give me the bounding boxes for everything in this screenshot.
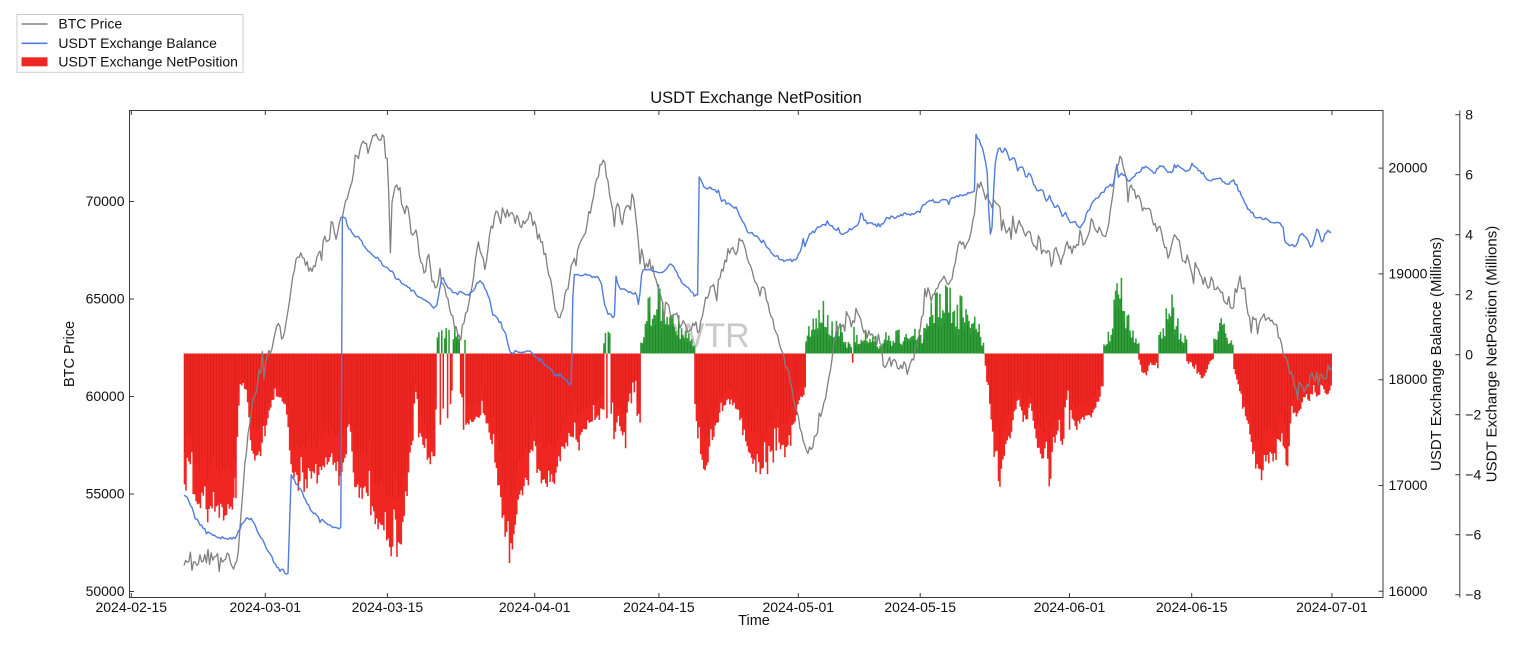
svg-text:2024-06-15: 2024-06-15 (1156, 599, 1228, 615)
svg-text:65000: 65000 (86, 291, 125, 307)
svg-text:8: 8 (1465, 106, 1473, 122)
svg-text:2024-04-15: 2024-04-15 (623, 599, 695, 615)
svg-text:BTC Price: BTC Price (62, 321, 78, 387)
svg-text:6: 6 (1465, 166, 1473, 182)
svg-text:17000: 17000 (1389, 477, 1428, 493)
svg-text:2024-02-15: 2024-02-15 (95, 599, 167, 615)
svg-text:Time: Time (738, 613, 770, 629)
svg-text:USDT Exchange NetPosition: USDT Exchange NetPosition (650, 89, 862, 107)
svg-text:USDT Exchange NetPosition: USDT Exchange NetPosition (58, 54, 238, 70)
svg-text:BTC Price: BTC Price (58, 16, 122, 32)
svg-text:2024-03-01: 2024-03-01 (229, 599, 301, 615)
svg-text:−2: −2 (1465, 406, 1481, 422)
svg-text:−8: −8 (1465, 586, 1481, 602)
svg-text:−4: −4 (1465, 466, 1481, 482)
svg-text:0: 0 (1465, 346, 1473, 362)
svg-text:−6: −6 (1465, 526, 1481, 542)
svg-text:2024-06-01: 2024-06-01 (1034, 599, 1106, 615)
svg-text:USDT Exchange NetPosition (Mil: USDT Exchange NetPosition (Millions) (1484, 226, 1501, 483)
svg-text:16000: 16000 (1389, 583, 1428, 599)
svg-text:19000: 19000 (1389, 265, 1428, 281)
svg-text:50000: 50000 (86, 583, 125, 599)
svg-text:18000: 18000 (1389, 371, 1428, 387)
svg-text:2024-03-15: 2024-03-15 (352, 599, 424, 615)
svg-text:2024-04-01: 2024-04-01 (499, 599, 571, 615)
svg-text:USDT Exchange Balance (Million: USDT Exchange Balance (Millions) (1428, 237, 1445, 471)
svg-text:4: 4 (1465, 226, 1473, 242)
svg-text:20000: 20000 (1389, 160, 1428, 176)
svg-text:2: 2 (1465, 286, 1473, 302)
svg-text:2024-07-01: 2024-07-01 (1296, 599, 1368, 615)
svg-text:2024-05-15: 2024-05-15 (884, 599, 956, 615)
svg-text:60000: 60000 (86, 388, 125, 404)
svg-text:55000: 55000 (86, 486, 125, 502)
svg-text:70000: 70000 (86, 193, 125, 209)
svg-text:USDT Exchange Balance: USDT Exchange Balance (58, 35, 217, 51)
svg-text:2024-05-01: 2024-05-01 (762, 599, 834, 615)
